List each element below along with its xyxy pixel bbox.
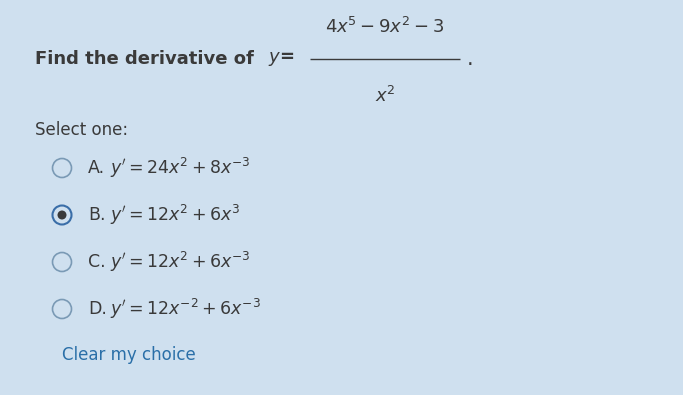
Text: $x^2$: $x^2$ (375, 86, 395, 106)
Text: Find the derivative of: Find the derivative of (35, 50, 254, 68)
Text: $y' = 12x^{-2} + 6x^{-3}$: $y' = 12x^{-2} + 6x^{-3}$ (110, 297, 261, 321)
Text: .: . (467, 49, 473, 69)
Text: C.: C. (88, 253, 106, 271)
Text: Select one:: Select one: (35, 121, 128, 139)
Text: D.: D. (88, 300, 107, 318)
Text: Clear my choice: Clear my choice (62, 346, 196, 364)
Text: A.: A. (88, 159, 105, 177)
Text: $y' = 12x^2 + 6x^{3}$: $y' = 12x^2 + 6x^{3}$ (110, 203, 240, 227)
Text: $y' = 24x^2 + 8x^{-3}$: $y' = 24x^2 + 8x^{-3}$ (110, 156, 251, 180)
Text: B.: B. (88, 206, 105, 224)
Circle shape (57, 211, 66, 220)
Text: $\mathit{y}$=: $\mathit{y}$= (268, 50, 294, 68)
Text: $y' = 12x^2 + 6x^{-3}$: $y' = 12x^2 + 6x^{-3}$ (110, 250, 251, 274)
Text: $4x^5-9x^2-3$: $4x^5-9x^2-3$ (326, 17, 445, 37)
